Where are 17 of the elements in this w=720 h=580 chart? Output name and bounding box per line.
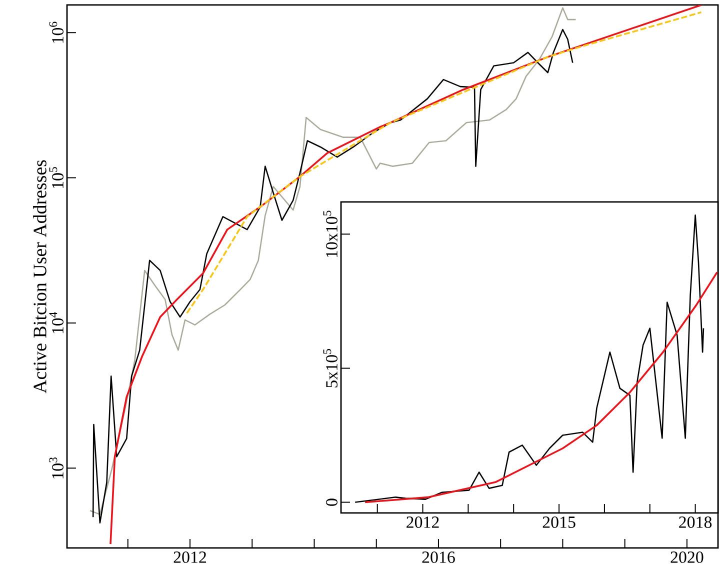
x-tick-label: 2016 bbox=[422, 552, 455, 563]
x-tick-label: 2015 bbox=[542, 516, 576, 528]
y-tick-label: 10x10$^{5}$ bbox=[323, 210, 338, 258]
x-tick-label: 2012 bbox=[406, 516, 439, 528]
line-series bbox=[364, 271, 718, 504]
y-tick-label: 10$^{3}$ bbox=[49, 457, 64, 478]
x-tick-label: 2012 bbox=[174, 552, 206, 563]
y-tick-label: 5x10$^{5}$ bbox=[323, 349, 338, 388]
y-tick-label: 10$^{6}$ bbox=[49, 22, 64, 43]
x-tick-label: 2020 bbox=[670, 552, 704, 563]
line-series bbox=[186, 11, 702, 314]
line-series bbox=[354, 214, 704, 503]
x-tick-label: 2018 bbox=[679, 516, 712, 528]
y-tick-label: 10$^{4}$ bbox=[49, 312, 64, 334]
y-axis-title: Active Bitcion User Addresses bbox=[33, 160, 46, 394]
y-tick-label: 0 bbox=[326, 498, 338, 506]
y-tick-label: 10$^{5}$ bbox=[49, 167, 64, 188]
